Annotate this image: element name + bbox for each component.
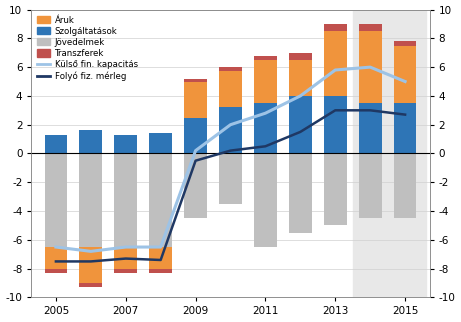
Bar (184, 154, 207, 218)
Bar (289, 154, 312, 233)
Bar (79, 247, 102, 283)
Bar (45, 247, 67, 269)
Bar (79, 283, 102, 287)
Bar (359, 31, 382, 103)
Bar (149, 154, 172, 247)
Bar (254, 154, 277, 247)
Bar (219, 67, 242, 71)
Bar (45, 135, 67, 154)
Bar (79, 154, 102, 247)
Bar (289, 60, 312, 96)
Bar (359, 24, 382, 31)
Bar (289, 53, 312, 60)
Bar (184, 118, 207, 154)
Bar (184, 81, 207, 118)
Bar (324, 96, 347, 154)
Bar (45, 269, 67, 273)
Bar (394, 45, 416, 103)
Bar (114, 247, 137, 269)
Bar (394, 41, 416, 45)
Bar (184, 79, 207, 81)
Bar (254, 56, 277, 60)
Bar (359, 103, 382, 154)
Bar (324, 24, 347, 31)
Bar (394, 154, 416, 218)
Bar (219, 108, 242, 154)
Bar (289, 96, 312, 154)
Bar (114, 269, 137, 273)
Bar (254, 60, 277, 103)
Bar (219, 71, 242, 108)
Bar (324, 31, 347, 96)
Bar (219, 154, 242, 204)
Bar (79, 130, 102, 154)
Legend: Áruk, Szolgáltatások, Jövedelmek, Transzferek, Külső fin. kapacitás, Folyó fiz. : Áruk, Szolgáltatások, Jövedelmek, Transz… (36, 14, 140, 82)
Bar (324, 154, 347, 225)
Bar (149, 269, 172, 273)
Bar (114, 135, 137, 154)
Bar (149, 133, 172, 154)
Bar (359, 154, 382, 218)
Bar (149, 247, 172, 269)
Bar (394, 103, 416, 154)
Bar (353, 10, 426, 298)
Bar (45, 154, 67, 247)
Bar (254, 103, 277, 154)
Bar (114, 154, 137, 247)
